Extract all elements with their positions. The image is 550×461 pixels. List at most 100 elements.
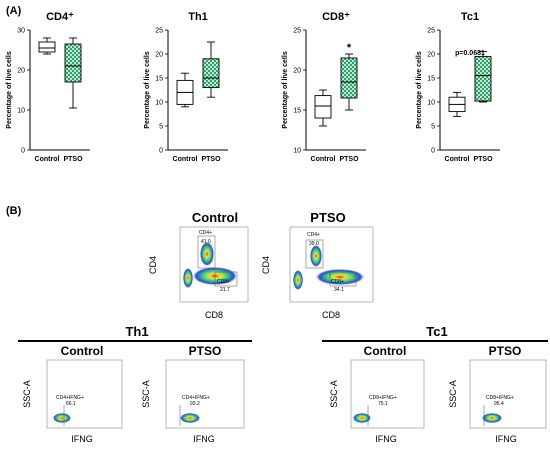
chart-title: Th1 [188, 11, 208, 23]
density-neg-control [183, 268, 193, 288]
group-title-tc1: Tc1 [426, 324, 447, 339]
flow-top-xlabel-control: CD8 [205, 310, 223, 320]
panel-label-b: (B) [6, 205, 22, 217]
gate-label-cd4-ptso: CD4+ [307, 232, 320, 238]
y-axis-label: Percentage of live cells [282, 51, 289, 129]
y-axis-label: Percentage of live cells [144, 51, 151, 129]
y-tick-label: 25 [293, 28, 301, 35]
flow-top-frame-control [179, 226, 249, 303]
y-tick-label: 10 [293, 148, 301, 155]
flow-top-xlabel-ptso: CD8 [322, 310, 340, 320]
gate-label-cd4-control: CD4+ [199, 230, 212, 236]
y-tick-label: 10 [17, 108, 25, 115]
y-tick-label: 0 [159, 148, 163, 155]
y-tick-label: 30 [17, 28, 25, 35]
th1-control-density [53, 413, 71, 423]
tc1-control-density [353, 413, 371, 423]
x-category-label: PTSO [339, 156, 359, 163]
flow-top-title-control: Control [192, 210, 238, 225]
x-category-label: Control [173, 156, 198, 163]
tc1-ptso-ylabel: SSC-A [448, 380, 458, 408]
x-category-label: PTSO [201, 156, 221, 163]
density-neg-ptso [293, 270, 303, 290]
x-category-label: PTSO [473, 156, 493, 163]
y-tick-label: 5 [159, 124, 163, 131]
box-control [38, 41, 56, 53]
y-tick-label: 5 [431, 124, 435, 131]
group-title-th1: Th1 [125, 324, 148, 339]
th1-ptso-xlabel: IFNG [193, 434, 215, 444]
th1-ptso-frame [165, 359, 245, 429]
flow-top-control: Control CD4 CD8 CD4+ 41.0 CD8+ 21.7 [148, 210, 249, 320]
box-ptso [202, 58, 220, 89]
box-control [314, 95, 332, 119]
tc1-control-title: Control [364, 344, 407, 358]
gate-label-cd8-control: CD8+ [217, 279, 230, 285]
flow-group-tc1: Tc1 Control PTSO SSC-A IFNG CD8+IFNG+ 75… [322, 324, 548, 444]
th1-control-title: Control [61, 344, 104, 358]
y-axis-label: Percentage of live cells [416, 51, 423, 129]
chart-title: CD8⁺ [322, 11, 350, 23]
tc1-ptso-xlabel: IFNG [495, 434, 517, 444]
gate-value-cd8-ptso: 34.1 [334, 287, 344, 293]
flow-top-ylabel-ptso: CD4 [261, 256, 271, 274]
tc1-control-xlabel: IFNG [375, 434, 397, 444]
y-tick-label: 0 [431, 148, 435, 155]
density-cd4-ptso [310, 245, 322, 267]
density-cd8-ptso [316, 269, 364, 285]
tc1-ptso-frame [469, 359, 547, 429]
tc1-control-gate-label: CD8+IFNG+ [369, 395, 397, 401]
x-category-label: Control [311, 156, 336, 163]
box-ptso [340, 57, 358, 99]
density-cd4-control [200, 242, 214, 266]
tc1-control-frame [350, 359, 425, 429]
th1-ptso-gate-value: 93.2 [190, 401, 200, 407]
tc1-ptso-title: PTSO [489, 344, 522, 358]
flow-top-title-ptso: PTSO [310, 210, 345, 225]
gate-cd8-control [214, 271, 238, 287]
y-tick-label: 15 [427, 76, 435, 83]
gate-value-cd4-control: 41.0 [201, 239, 211, 245]
box-ptso [474, 55, 492, 102]
box-chart-th1: Th1 0 5 10 15 20 25 Percentage of live cells Con… [144, 11, 228, 163]
x-category-label: Control [445, 156, 470, 163]
flow-top-ylabel-control: CD4 [148, 256, 158, 274]
y-tick-label: 15 [293, 108, 301, 115]
flow-top-ptso: PTSO CD4 CD8 CD4+ 39.0 CD8+ 34.1 [261, 210, 374, 320]
box-chart-tc1: Tc1 0 5 10 15 20 25 Percentage of live cells Con… [416, 11, 500, 163]
gate-cd4-control [197, 235, 216, 269]
th1-control-xlabel: IFNG [71, 434, 93, 444]
box-ptso [64, 43, 82, 83]
gate-value-cd8-control: 21.7 [220, 287, 230, 293]
th1-ptso-gate-label: CD4+IFNG+ [182, 395, 210, 401]
x-category-label: PTSO [63, 156, 83, 163]
y-tick-label: 10 [427, 100, 435, 107]
box-chart-cd4: CD4⁺ 0 10 20 30 Percentage of live cells Contr… [6, 11, 90, 163]
y-tick-label: 20 [155, 52, 163, 59]
th1-control-frame [46, 359, 123, 429]
significance-annotation: p=0.0681 [455, 50, 485, 57]
chart-title: Tc1 [461, 11, 479, 23]
y-tick-label: 25 [155, 28, 163, 35]
tc1-control-gate-value: 75.1 [378, 401, 388, 407]
y-tick-label: 20 [293, 68, 301, 75]
y-tick-label: 0 [21, 148, 25, 155]
th1-ptso-density [180, 413, 200, 423]
y-tick-label: 25 [427, 28, 435, 35]
box-chart-cd8: CD8⁺ 10 15 20 25 Percentage of live cells Cont… [282, 11, 366, 163]
th1-control-gate-label: CD4+IFNG+ [56, 395, 84, 401]
tc1-control-ylabel: SSC-A [329, 380, 339, 408]
significance-annotation: * [347, 42, 352, 54]
th1-control-gate-value: 66.1 [66, 401, 76, 407]
flow-top-frame-ptso [289, 226, 374, 303]
flow-group-th1: Th1 Control PTSO SSC-A IFNG CD4+IFNG+ 66… [18, 324, 252, 444]
y-tick-label: 10 [155, 100, 163, 107]
th1-ptso-ylabel: SSC-A [141, 380, 151, 408]
tc1-ptso-gate-label: CD8+IFNG+ [486, 395, 514, 401]
tc1-ptso-density [482, 413, 502, 423]
chart-title: CD4⁺ [46, 11, 74, 23]
panel-label-a: (A) [6, 5, 22, 17]
x-category-label: Control [35, 156, 60, 163]
gate-cd8-ptso [329, 271, 357, 287]
